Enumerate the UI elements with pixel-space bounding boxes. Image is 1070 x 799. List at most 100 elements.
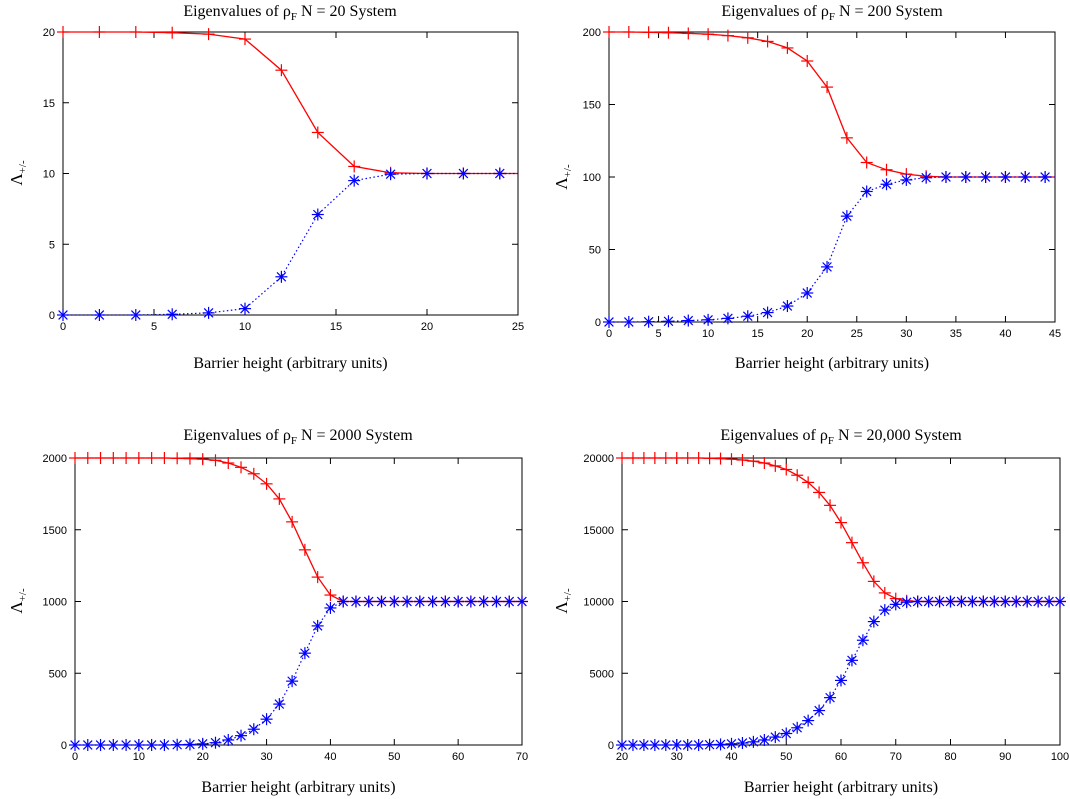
- y-axis-label: Λ+/-: [552, 164, 574, 190]
- data-point-star: [603, 316, 615, 328]
- data-point-plus: [158, 452, 171, 464]
- data-point-star: [648, 739, 661, 751]
- data-point-star: [741, 310, 754, 323]
- data-point-star: [1039, 171, 1052, 183]
- data-point-plus: [324, 589, 337, 602]
- data-point-plus: [239, 33, 251, 46]
- y-tick-label: 5000: [590, 668, 614, 680]
- data-point-plus: [725, 453, 738, 466]
- data-point-plus: [659, 452, 672, 464]
- data-point-star: [464, 595, 477, 608]
- x-tick-label: 25: [512, 321, 524, 333]
- data-point-plus: [670, 452, 683, 464]
- data-point-star: [955, 595, 968, 608]
- chart-title: Eigenvalues of ρF N = 2000 System: [183, 427, 413, 447]
- y-tick-label: 0: [61, 740, 67, 752]
- data-point-plus: [120, 452, 133, 464]
- data-point-plus: [311, 126, 324, 139]
- data-point-plus: [860, 156, 873, 169]
- x-axis-label: Barrier height (arbitrary units): [744, 779, 938, 796]
- x-tick-label: 50: [780, 751, 792, 763]
- data-point-star: [247, 723, 260, 736]
- y-tick-label: 15000: [583, 525, 614, 537]
- data-point-star: [222, 733, 235, 746]
- series-line-plus: [622, 457, 1060, 603]
- y-axis-label: Λ+/-: [552, 588, 574, 614]
- data-point-plus: [603, 26, 615, 38]
- data-point-plus: [682, 27, 695, 40]
- x-tick-label: 20: [421, 321, 433, 333]
- data-point-star: [183, 738, 196, 751]
- data-point-plus: [94, 452, 107, 464]
- data-point-plus: [769, 459, 782, 472]
- data-point-star: [1010, 595, 1023, 608]
- data-point-star: [988, 595, 1001, 608]
- x-tick-label: 40: [324, 751, 336, 763]
- data-point-star: [959, 171, 972, 183]
- chart-title: Eigenvalues of ρF N = 20,000 System: [720, 427, 962, 447]
- data-point-star: [637, 739, 650, 751]
- x-tick-label: 10: [239, 321, 251, 333]
- data-point-plus: [845, 536, 858, 549]
- data-point-star: [129, 309, 142, 321]
- data-point-star: [324, 601, 337, 614]
- data-point-star: [622, 316, 635, 328]
- data-point-star: [503, 595, 516, 608]
- y-tick-label: 1000: [43, 597, 67, 609]
- data-point-plus: [626, 452, 639, 464]
- data-point-star: [145, 739, 158, 751]
- data-point-star: [692, 739, 705, 751]
- data-point-star: [736, 736, 749, 749]
- data-point-plus: [273, 492, 286, 505]
- data-point-star: [1032, 595, 1045, 608]
- data-point-plus: [107, 452, 120, 464]
- x-tick-label: 10: [702, 328, 714, 340]
- x-tick-label: 20: [197, 751, 209, 763]
- data-point-plus: [780, 463, 793, 476]
- data-point-star: [107, 739, 120, 751]
- data-point-star: [900, 596, 913, 609]
- data-point-star: [1019, 171, 1032, 183]
- series-line-plus: [63, 31, 518, 175]
- data-point-plus: [196, 453, 209, 466]
- y-tick-label: 150: [583, 100, 601, 112]
- data-point-plus: [247, 467, 260, 480]
- chart-title: Eigenvalues of ρF N = 200 System: [721, 3, 943, 23]
- data-point-star: [933, 595, 946, 608]
- data-point-plus: [81, 452, 94, 464]
- x-tick-label: 0: [72, 751, 78, 763]
- data-point-star: [493, 167, 506, 180]
- data-point-star: [714, 738, 727, 751]
- data-point-plus: [622, 26, 635, 38]
- data-point-star: [939, 171, 952, 183]
- data-point-plus: [222, 457, 235, 470]
- data-point-star: [477, 595, 490, 608]
- data-point-plus: [721, 29, 734, 42]
- data-point-star: [1043, 595, 1056, 608]
- data-point-star: [702, 313, 715, 326]
- data-point-star: [384, 168, 397, 181]
- data-point-plus: [637, 452, 650, 464]
- data-point-star: [94, 739, 107, 751]
- data-point-star: [401, 595, 414, 608]
- data-point-star: [275, 270, 288, 283]
- data-point-star: [166, 308, 179, 321]
- data-point-plus: [856, 556, 869, 569]
- y-tick-label: 0: [595, 317, 601, 329]
- data-point-star: [490, 595, 503, 608]
- data-point-star: [1021, 595, 1034, 608]
- data-point-star: [670, 739, 683, 751]
- data-point-plus: [166, 26, 179, 39]
- y-tick-label: 10000: [583, 597, 614, 609]
- x-tick-label: 30: [900, 328, 912, 340]
- data-point-plus: [298, 543, 311, 556]
- data-point-star: [758, 733, 771, 746]
- y-tick-label: 0: [608, 740, 614, 752]
- data-point-plus: [348, 160, 361, 173]
- data-point-star: [81, 739, 94, 751]
- data-point-star: [421, 167, 433, 180]
- data-point-plus: [275, 64, 288, 77]
- data-point-plus: [813, 486, 826, 499]
- data-point-star: [439, 595, 452, 608]
- x-tick-label: 0: [606, 328, 612, 340]
